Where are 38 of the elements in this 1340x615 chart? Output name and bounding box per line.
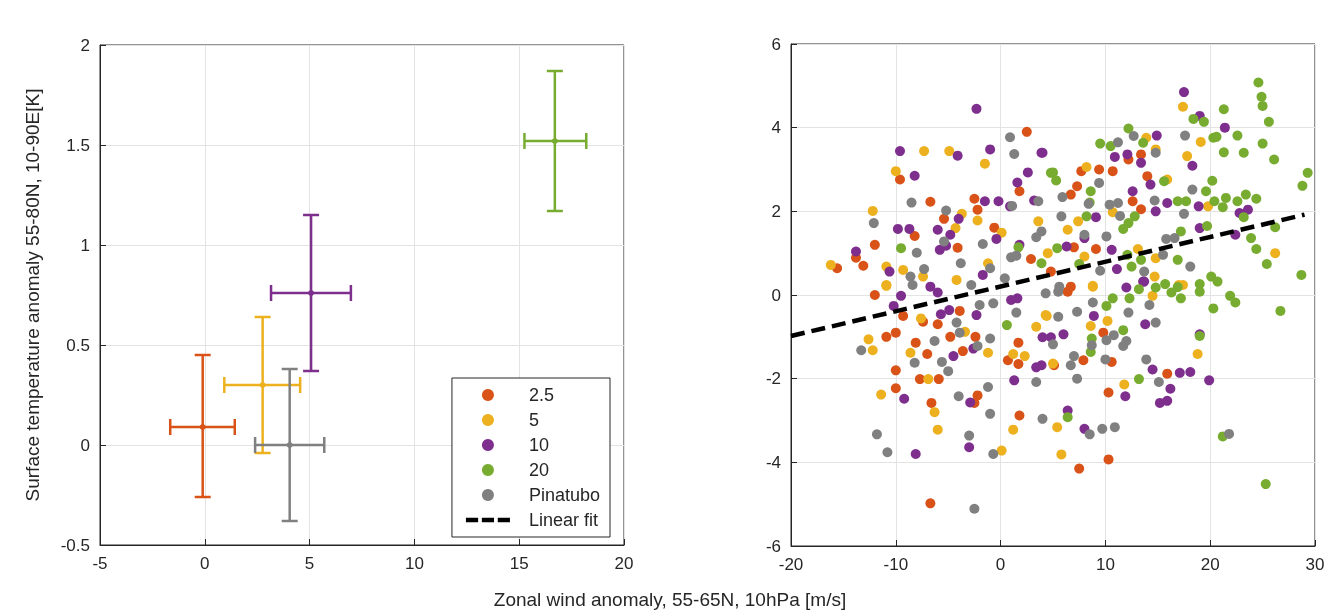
x-tick-label: -20	[778, 555, 804, 574]
y-tick-label: -2	[765, 369, 781, 389]
legend-label: 5	[528, 410, 539, 430]
y-tick-label: 0	[80, 435, 90, 455]
y-tick-label: 1	[80, 235, 90, 255]
y-tick-label: -4	[765, 452, 781, 472]
legend-label: 20	[528, 460, 549, 480]
y-tick-label: 4	[771, 118, 781, 138]
y-tick-label: 1.5	[66, 135, 90, 155]
x-tick-label: 15	[509, 554, 529, 573]
point	[259, 382, 266, 388]
legend-label: 2.5	[528, 385, 554, 405]
y-tick-label: -0.5	[60, 535, 90, 555]
x-tick-label: 0	[200, 554, 210, 573]
x-tick-label: 30	[1305, 555, 1325, 574]
y-axis-title: Surface temperature anomaly 55-80N, 10-90E[K]	[22, 88, 43, 502]
legend-label: Linear fit	[528, 510, 598, 530]
x-tick-label: -10	[883, 555, 909, 574]
x-tick-label: 20	[1200, 555, 1220, 574]
point	[551, 138, 558, 144]
legend-label: 10	[528, 435, 549, 455]
x-tick-label: 10	[404, 554, 424, 573]
point	[286, 442, 293, 448]
x-tick-label: -5	[92, 554, 108, 573]
x-tick-label: 0	[995, 555, 1006, 574]
point	[199, 424, 206, 430]
y-tick-label: 2	[771, 201, 781, 221]
x-tick-label: 5	[304, 554, 315, 573]
y-tick-label: 0.5	[66, 335, 90, 355]
y-tick-label: 2	[80, 35, 90, 55]
point	[308, 290, 315, 296]
x-tick-label: 10	[1095, 555, 1115, 574]
legend-label: Pinatubo	[528, 485, 600, 505]
x-axis-title: Zonal wind anomaly, 55-65N, 10hPa [m/s]	[493, 589, 847, 610]
y-tick-label: 6	[771, 34, 781, 54]
x-tick-label: 20	[614, 554, 634, 573]
y-tick-label: 0	[771, 285, 781, 305]
y-tick-label: -6	[765, 536, 781, 556]
